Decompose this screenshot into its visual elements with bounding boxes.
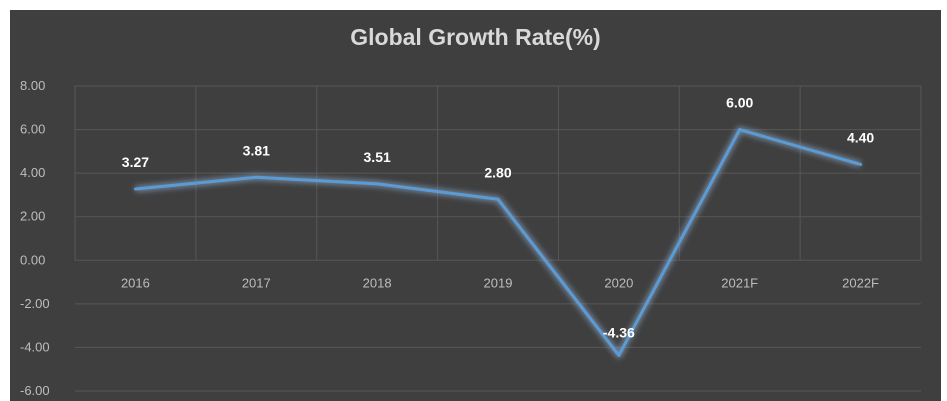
y-tick-label: 6.00 [20, 122, 45, 137]
data-point [254, 175, 258, 179]
y-tick-label: 8.00 [20, 78, 45, 93]
data-label: 3.81 [243, 142, 270, 158]
data-label: 3.27 [122, 154, 149, 170]
x-axis: 2016 2017 2018 2019 2020 2021F 2022F [121, 275, 879, 290]
data-labels: 3.27 3.81 3.51 2.80 -4.36 6.00 4.40 [122, 95, 875, 341]
data-point [738, 128, 742, 132]
x-tick-label: 2016 [121, 275, 150, 290]
line-chart: 8.00 6.00 4.00 2.00 0.00 -2.00 -4.00 -6.00 2016… [20, 78, 922, 398]
chart-area: Global Growth Rate(%) 8.00 6.00 4.00 2.00 0.… [10, 10, 941, 401]
data-label: 2.80 [484, 164, 511, 180]
data-label: 6.00 [726, 95, 753, 111]
y-tick-label: 4.00 [20, 165, 45, 180]
x-tick-label: 2017 [242, 275, 271, 290]
data-label: 4.40 [847, 129, 874, 145]
x-tick-label: 2022F [842, 275, 879, 290]
y-tick-label: 0.00 [20, 252, 45, 267]
x-tick-label: 2019 [484, 275, 513, 290]
data-label: 3.51 [364, 149, 391, 165]
x-tick-label: 2020 [604, 275, 633, 290]
y-tick-label: 2.00 [20, 209, 45, 224]
chart-title: Global Growth Rate(%) [350, 24, 601, 50]
horizontal-gridlines [75, 85, 921, 392]
y-axis: 8.00 6.00 4.00 2.00 0.00 -2.00 -4.00 -6.00 [20, 78, 50, 398]
data-point [617, 353, 621, 357]
data-point [375, 182, 379, 186]
y-tick-label: -6.00 [20, 383, 50, 398]
y-tick-label: -4.00 [20, 339, 50, 354]
data-point [496, 197, 500, 201]
y-tick-label: -2.00 [20, 296, 50, 311]
x-tick-label: 2021F [721, 275, 758, 290]
series-line [133, 126, 863, 359]
data-label: -4.36 [603, 324, 635, 340]
data-point [133, 187, 137, 191]
x-tick-label: 2018 [363, 275, 392, 290]
data-point [859, 162, 863, 166]
